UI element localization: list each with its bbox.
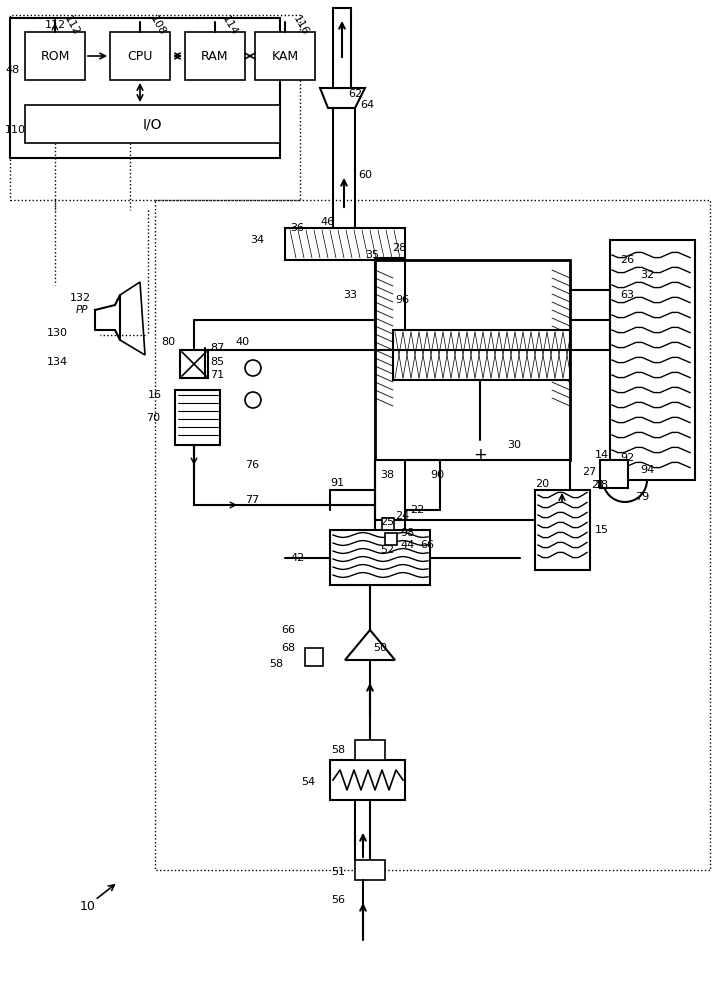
Bar <box>255 32 315 80</box>
Text: 22: 22 <box>410 505 424 515</box>
Text: 62: 62 <box>348 89 362 99</box>
Bar <box>285 228 405 260</box>
Bar <box>600 460 628 488</box>
Bar <box>10 18 280 158</box>
Text: 25: 25 <box>380 517 394 527</box>
Text: 27: 27 <box>582 467 596 477</box>
Bar <box>385 533 397 545</box>
Text: 96: 96 <box>395 295 409 305</box>
Text: 52: 52 <box>380 545 394 555</box>
Text: 92: 92 <box>620 453 634 463</box>
Text: +: + <box>473 446 487 464</box>
Text: 34: 34 <box>250 235 264 245</box>
Bar <box>180 350 208 378</box>
Text: 79: 79 <box>635 492 649 502</box>
Bar <box>175 390 220 445</box>
Text: 14: 14 <box>595 450 609 460</box>
Text: 110: 110 <box>5 125 26 135</box>
Text: 16: 16 <box>148 390 162 400</box>
Text: 132: 132 <box>70 293 91 303</box>
Text: 10: 10 <box>80 900 96 914</box>
Text: 26: 26 <box>620 255 634 265</box>
Text: 85: 85 <box>210 357 224 367</box>
Bar <box>110 32 170 80</box>
Text: 90: 90 <box>430 470 444 480</box>
Text: 116: 116 <box>291 14 310 37</box>
Text: 63: 63 <box>620 290 634 300</box>
Text: KAM: KAM <box>272 49 298 62</box>
Text: 38: 38 <box>380 470 394 480</box>
Text: 28: 28 <box>392 243 406 253</box>
Text: 54: 54 <box>301 777 315 787</box>
Text: 56: 56 <box>331 895 345 905</box>
Text: 20: 20 <box>535 479 549 489</box>
Bar <box>382 518 394 530</box>
Text: 46: 46 <box>320 217 334 227</box>
Text: 48: 48 <box>5 65 20 75</box>
Bar <box>355 740 385 760</box>
Text: 64: 64 <box>360 100 374 110</box>
Bar <box>610 240 695 480</box>
Bar <box>330 530 430 585</box>
Text: 98: 98 <box>400 528 414 538</box>
Text: CPU: CPU <box>127 49 153 62</box>
Text: 36: 36 <box>290 223 304 233</box>
Text: 94: 94 <box>640 465 654 475</box>
Text: 60: 60 <box>358 170 372 180</box>
Text: 70: 70 <box>146 413 160 423</box>
Text: RAM: RAM <box>201 49 229 62</box>
Text: 33: 33 <box>343 290 357 300</box>
Bar <box>330 760 405 800</box>
Text: 24: 24 <box>395 511 409 521</box>
Text: 32: 32 <box>640 270 654 280</box>
Bar <box>355 860 385 880</box>
Text: 51: 51 <box>331 867 345 877</box>
Text: 66: 66 <box>281 625 295 635</box>
Text: 76: 76 <box>245 460 259 470</box>
Text: 112: 112 <box>44 20 66 30</box>
Text: 40: 40 <box>235 337 249 347</box>
Text: 58: 58 <box>331 745 345 755</box>
Bar <box>375 260 570 460</box>
Text: 30: 30 <box>507 440 521 450</box>
Bar <box>333 8 351 88</box>
Text: PP: PP <box>76 305 88 315</box>
Text: 50: 50 <box>373 643 387 653</box>
Text: 114: 114 <box>220 14 239 37</box>
Bar <box>393 330 570 380</box>
Text: 18: 18 <box>595 480 609 490</box>
Bar <box>535 490 590 570</box>
Text: 21: 21 <box>591 480 605 490</box>
Text: 68: 68 <box>281 643 295 653</box>
Bar <box>25 32 85 80</box>
Text: 58: 58 <box>269 659 283 669</box>
Text: 91: 91 <box>330 478 344 488</box>
Text: 108: 108 <box>148 14 167 37</box>
Text: I/O: I/O <box>142 117 161 131</box>
Text: 112: 112 <box>62 14 81 37</box>
Bar <box>375 460 570 520</box>
Text: 66: 66 <box>420 540 434 550</box>
Text: 130: 130 <box>47 328 68 338</box>
Text: 35: 35 <box>365 250 379 260</box>
Text: 71: 71 <box>210 370 224 380</box>
Bar <box>185 32 245 80</box>
Text: 134: 134 <box>47 357 68 367</box>
Bar <box>25 105 280 143</box>
Text: 77: 77 <box>245 495 259 505</box>
Text: 80: 80 <box>161 337 175 347</box>
Text: 44: 44 <box>400 540 414 550</box>
Bar <box>305 648 323 666</box>
Text: 15: 15 <box>595 525 609 535</box>
Text: ROM: ROM <box>41 49 70 62</box>
Text: 42: 42 <box>291 553 305 563</box>
Text: 87: 87 <box>210 343 224 353</box>
